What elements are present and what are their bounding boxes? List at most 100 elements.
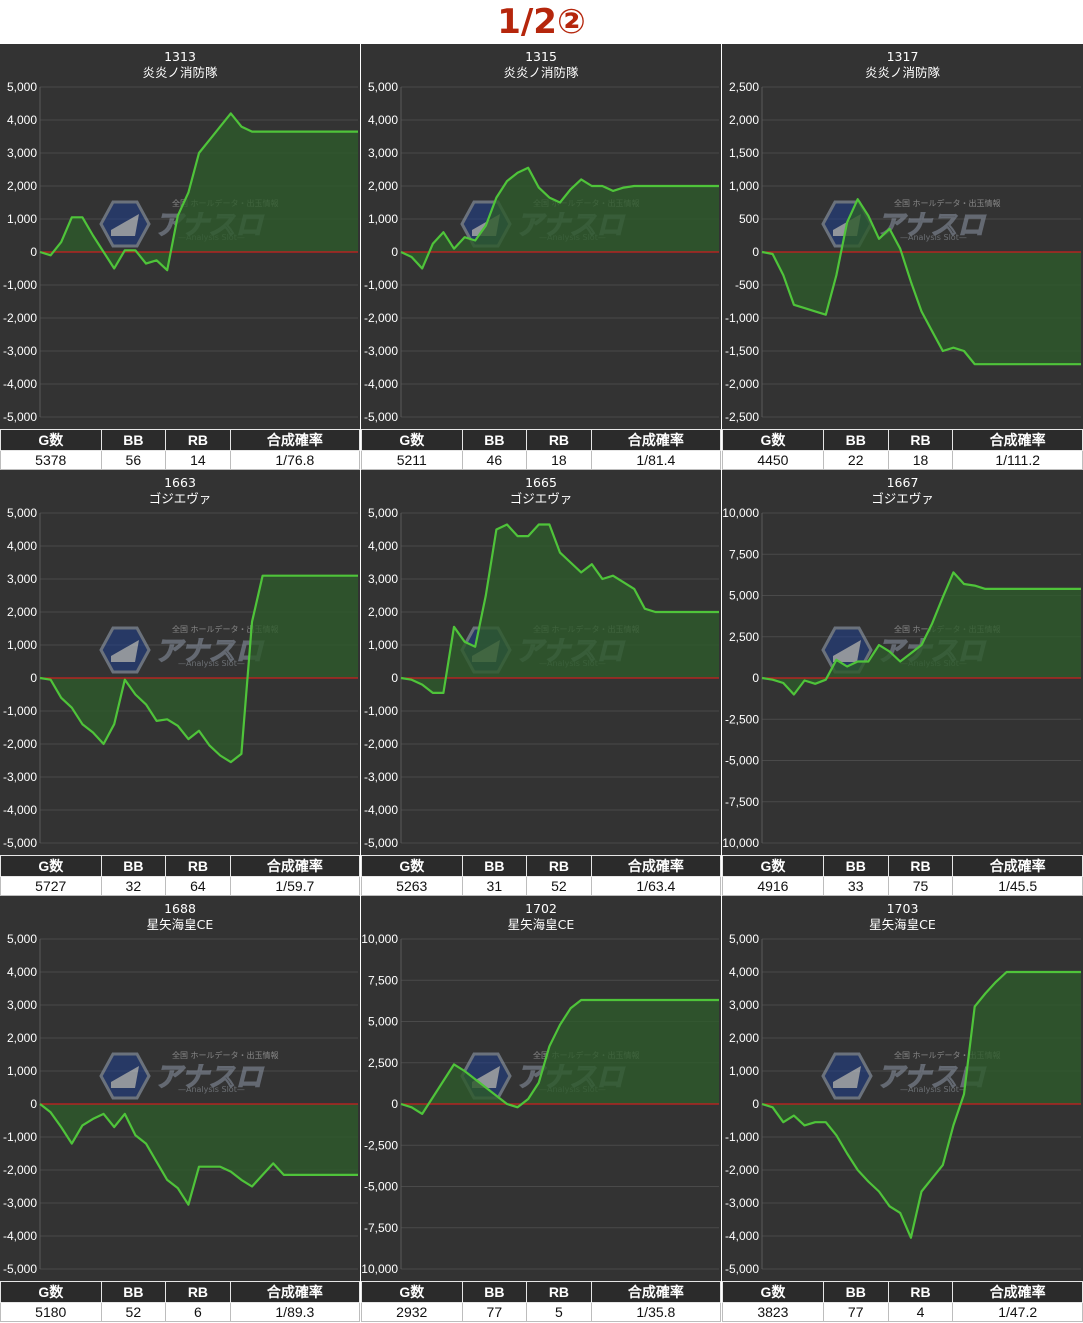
- y-tick-label: -1,000: [725, 311, 759, 325]
- stats-header-rb: RB: [526, 429, 592, 451]
- svg-text:全国 ホールデータ・出玉情報: 全国 ホールデータ・出玉情報: [172, 1050, 279, 1060]
- stats-value-bb: 77: [461, 1302, 528, 1322]
- stats-table: G数 BB RB 合成確率 5211 46 18 1/81.4: [361, 429, 722, 470]
- series-area: [401, 167, 719, 269]
- machine-name: 星矢海皇CE: [147, 917, 214, 932]
- y-tick-label: -2,000: [3, 737, 37, 751]
- stats-header-rb: RB: [887, 1281, 954, 1303]
- stats-header-prob: 合成確率: [229, 1281, 361, 1303]
- machine-name: 炎炎ノ消防隊: [503, 65, 579, 80]
- y-tick-label: 4,000: [7, 113, 37, 127]
- svg-text:アナスロ: アナスロ: [155, 636, 264, 667]
- svg-text:全国 ホールデータ・出玉情報: 全国 ホールデータ・出玉情報: [172, 624, 279, 634]
- y-tick-label: -2,000: [364, 737, 398, 751]
- y-tick-label: 2,000: [7, 179, 37, 193]
- y-tick-label: -3,000: [3, 1196, 37, 1210]
- series-line: [39, 1103, 358, 1206]
- stats-header-rb: RB: [165, 429, 231, 451]
- y-tick-label: 0: [752, 245, 759, 259]
- stats-header-bb: BB: [100, 855, 167, 877]
- stats-table: G数 BB RB 合成確率 3823 77 4 1/47.2: [722, 1281, 1083, 1322]
- y-tick-label: 5,000: [729, 589, 759, 603]
- page-title: 1/2②: [497, 2, 586, 42]
- y-tick-label: -1,500: [725, 344, 759, 358]
- machine-name: 星矢海皇CE: [508, 917, 575, 932]
- series-area: [40, 575, 358, 763]
- series-area: [401, 524, 719, 693]
- stats-value-prob: 1/59.7: [229, 876, 361, 896]
- machine-number: 1667: [887, 475, 919, 490]
- y-tick-label: 1,000: [368, 212, 398, 226]
- stats-header-bb: BB: [822, 1281, 889, 1303]
- stats-value-rb: 64: [165, 876, 231, 896]
- stats-value-g: 4916: [722, 876, 824, 896]
- y-tick-label: -1,000: [725, 1130, 759, 1144]
- stats-value-prob: 1/89.3: [229, 1302, 361, 1322]
- stats-value-prob: 1/76.8: [229, 450, 361, 470]
- y-tick-label: 10,000: [722, 506, 759, 520]
- series-line: [39, 112, 358, 272]
- stats-table: G数 BB RB 合成確率 4916 33 75 1/45.5: [722, 855, 1083, 896]
- y-tick-label: 5,000: [368, 1015, 398, 1029]
- y-tick-label: 3,000: [729, 998, 759, 1012]
- stats-value-rb: 18: [887, 450, 954, 470]
- stats-value-bb: 33: [822, 876, 889, 896]
- y-tick-label: -500: [735, 278, 759, 292]
- series-area: [762, 199, 1081, 365]
- stats-value-g: 5211: [361, 450, 463, 470]
- y-tick-label: 1,000: [729, 179, 759, 193]
- stats-value-rb: 18: [526, 450, 592, 470]
- y-tick-label: 5,000: [729, 932, 759, 946]
- y-tick-label: -1,000: [3, 704, 37, 718]
- y-tick-label: 2,500: [729, 630, 759, 644]
- stats-value-prob: 1/81.4: [590, 450, 722, 470]
- machine-number: 1313: [164, 49, 196, 64]
- svg-text:—Analysis Slot—: —Analysis Slot—: [900, 1085, 967, 1094]
- series-area: [40, 113, 358, 271]
- stats-header-prob: 合成確率: [229, 429, 361, 451]
- stats-value-g: 5727: [0, 876, 102, 896]
- y-tick-label: -4,000: [725, 1229, 759, 1243]
- machine-panel-1313: 1313 炎炎ノ消防隊 5,000 4,000 3,000 2,000 1,000 0 -1,0…: [0, 44, 361, 470]
- machine-number: 1663: [164, 475, 196, 490]
- stats-value-rb: 4: [887, 1302, 954, 1322]
- stats-value-bb: 77: [822, 1302, 889, 1322]
- stats-table: G数 BB RB 合成確率 2932 77 5 1/35.8: [361, 1281, 722, 1322]
- stats-value-prob: 1/47.2: [952, 1302, 1083, 1322]
- y-tick-label: 4,000: [729, 965, 759, 979]
- y-tick-label: -2,000: [364, 311, 398, 325]
- stats-value-rb: 14: [165, 450, 231, 470]
- y-tick-label: 0: [752, 1097, 759, 1111]
- y-tick-label: -2,500: [725, 410, 759, 424]
- y-tick-label: 0: [391, 671, 398, 685]
- stats-header-prob: 合成確率: [590, 429, 722, 451]
- stats-header-prob: 合成確率: [590, 855, 722, 877]
- y-tick-label: 3,000: [368, 146, 398, 160]
- y-tick-label: -2,000: [3, 1163, 37, 1177]
- stats-header-rb: RB: [526, 855, 592, 877]
- y-tick-label: 3,000: [7, 998, 37, 1012]
- machine-number: 1688: [164, 901, 196, 916]
- machine-name: 炎炎ノ消防隊: [142, 65, 218, 80]
- y-tick-label: -7,500: [364, 1221, 398, 1235]
- y-tick-label: 0: [30, 671, 37, 685]
- stats-value-g: 3823: [722, 1302, 824, 1322]
- stats-value-rb: 52: [526, 876, 592, 896]
- series-line: [400, 523, 719, 694]
- machine-panel-1665: 1665 ゴジエヴァ 5,000 4,000 3,000 2,000 1,000 0 -1,00…: [361, 470, 722, 896]
- stats-header-g: G数: [722, 429, 824, 451]
- y-tick-label: 1,000: [7, 212, 37, 226]
- stats-value-g: 4450: [722, 450, 824, 470]
- y-tick-label: -3,000: [3, 344, 37, 358]
- machine-name: ゴジエヴァ: [149, 491, 212, 506]
- stats-value-bb: 32: [100, 876, 167, 896]
- y-tick-label: -5,000: [3, 1262, 37, 1276]
